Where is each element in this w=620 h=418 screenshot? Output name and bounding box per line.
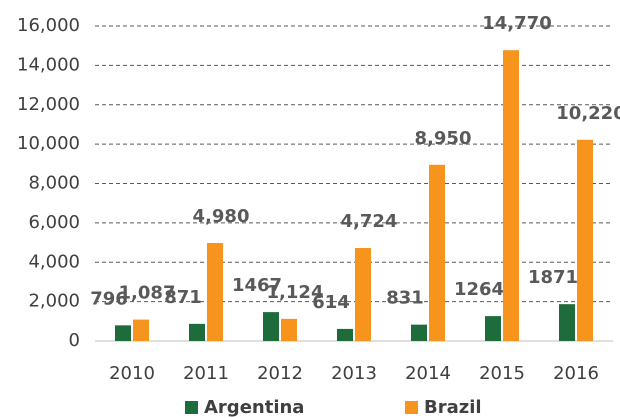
y-tick-label: 6,000 [28,212,80,233]
value-label: 1,087 [119,283,176,304]
legend-label: Brazil [424,397,482,418]
x-tick-label: 2014 [405,363,451,384]
y-tick-label: 4,000 [28,251,80,272]
bar [207,242,223,341]
bar [485,316,501,341]
bar [115,325,131,341]
value-label: 10,220 [556,103,620,124]
x-tick-label: 2010 [109,363,155,384]
bar [337,328,353,341]
bar [577,139,593,341]
value-label: 796 [90,288,128,309]
legend-swatch [185,401,198,414]
value-label: 4,724 [341,211,398,232]
value-label: 1,124 [267,282,324,303]
value-label: 1871 [528,267,578,288]
y-tick-label: 10,000 [17,133,80,154]
bar [503,50,519,341]
x-tick-label: 2012 [257,363,303,384]
y-tick-label: 14,000 [17,54,80,75]
bar [559,304,575,341]
x-tick-label: 2016 [553,363,599,384]
legend-swatch [405,401,418,414]
value-label: 4,980 [193,206,250,227]
bar [263,312,279,341]
value-label: 831 [386,288,424,309]
value-label: 871 [164,287,202,308]
bar [189,323,205,341]
bar [429,164,445,341]
bar [355,247,371,341]
bar [281,318,297,341]
x-tick-label: 2011 [183,363,229,384]
bar [411,324,427,341]
value-label: 8,950 [415,128,472,149]
y-tick-label: 8,000 [28,173,80,194]
value-label: 1264 [454,279,504,300]
bar [133,319,149,341]
x-tick-label: 2015 [479,363,525,384]
value-label: 614 [312,292,350,313]
y-tick-label: 0 [69,330,80,351]
y-tick-label: 12,000 [17,94,80,115]
x-tick-label: 2013 [331,363,377,384]
y-tick-label: 16,000 [17,15,80,36]
value-label: 14,770 [482,13,551,34]
y-tick-label: 2,000 [28,291,80,312]
legend-label: Argentina [204,397,304,418]
value-label: 1467 [232,275,282,296]
